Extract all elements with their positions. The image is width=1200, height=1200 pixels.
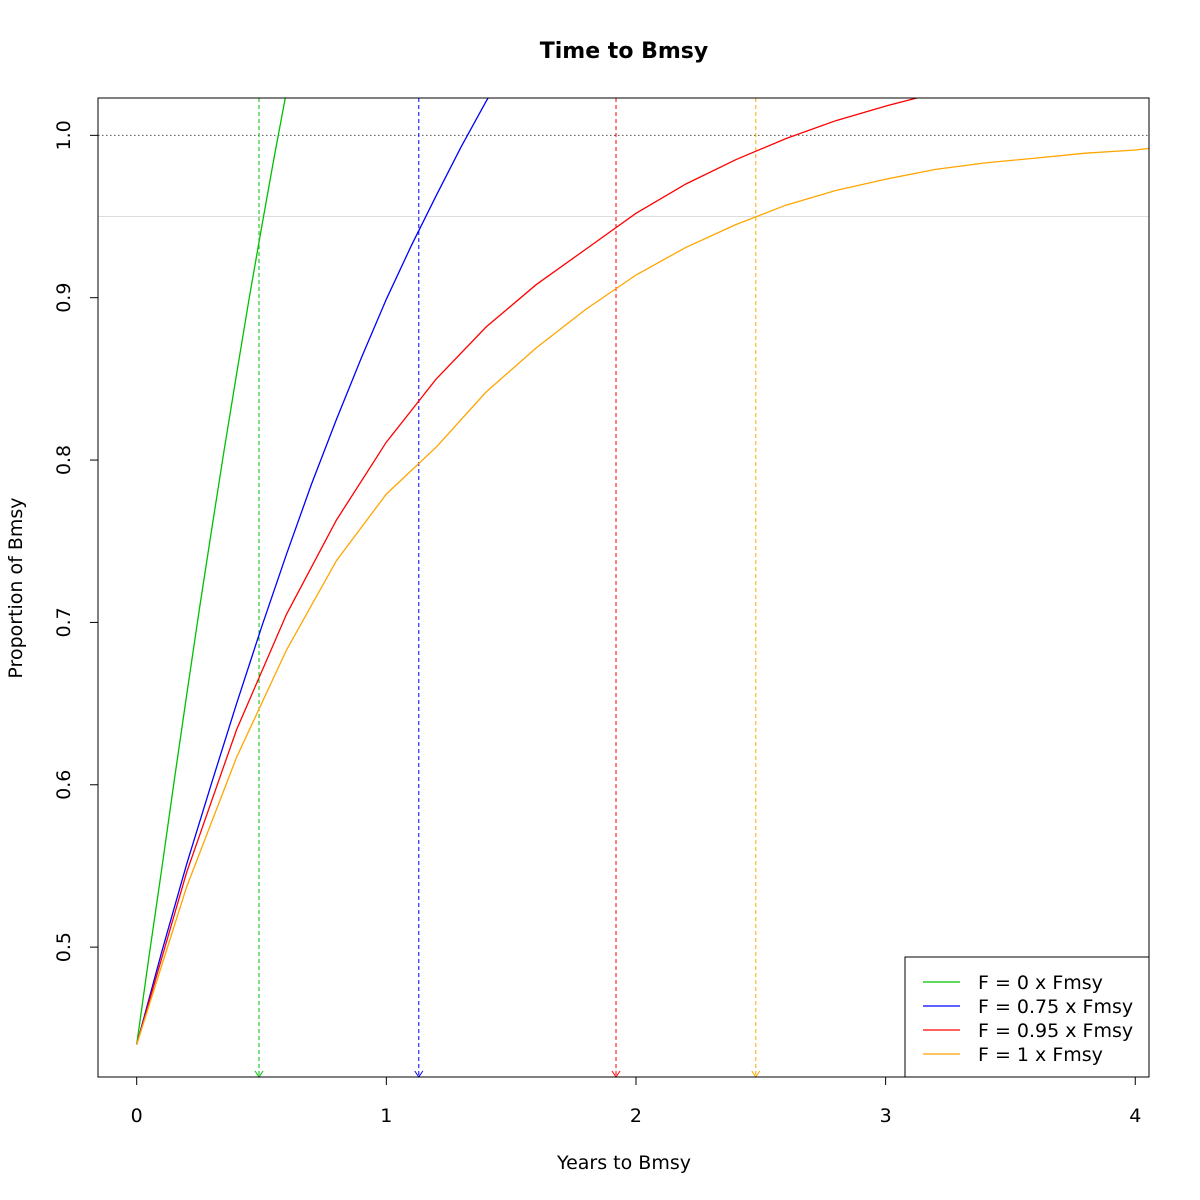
legend-entry: F = 1 x Fmsy [978, 1044, 1103, 1066]
legend-entry: F = 0.95 x Fmsy [978, 1020, 1133, 1042]
y-axis: 0.5 0.6 0.7 0.8 0.9 1.0 [53, 120, 99, 962]
legend-box [904, 956, 1150, 1078]
chart-title: Time to Bmsy [540, 39, 708, 64]
plot-area [98, 98, 1149, 1078]
series-3-line [136, 147, 1149, 1045]
y-tick-label: 0.7 [53, 607, 75, 637]
series-2-line [136, 98, 920, 1045]
x-tick-label: 1 [380, 1105, 392, 1127]
y-tick-label: 0.5 [53, 932, 75, 962]
x-tick-label: 0 [131, 1105, 143, 1127]
y-axis-label: Proportion of Bmsy [5, 497, 27, 678]
x-tick-label: 4 [1129, 1105, 1141, 1127]
series-1-line [136, 98, 489, 1045]
y-tick-label: 0.8 [53, 445, 75, 475]
y-tick-label: 0.6 [53, 770, 75, 800]
plot-inner [98, 98, 1149, 1077]
y-tick-label: 1.0 [53, 120, 75, 150]
y-tick-label: 0.9 [53, 283, 75, 313]
legend-entry: F = 0.75 x Fmsy [978, 996, 1133, 1018]
x-axis: 0 1 2 3 4 [131, 1076, 1141, 1127]
legend-entry: F = 0 x Fmsy [978, 972, 1103, 994]
x-tick-label: 3 [880, 1105, 892, 1127]
x-axis-label: Years to Bmsy [556, 1152, 691, 1174]
series-0-line [136, 98, 286, 1045]
x-tick-label: 2 [630, 1105, 642, 1127]
